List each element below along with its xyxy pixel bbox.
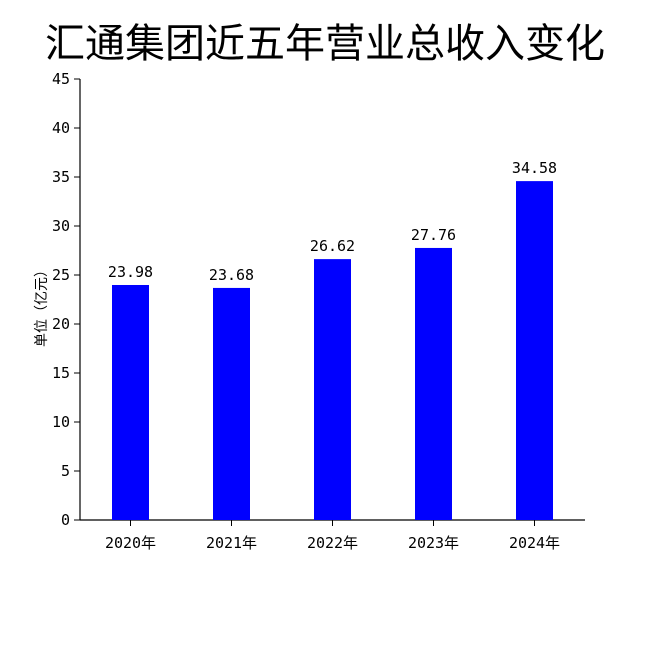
bar-value-label: 34.58 bbox=[512, 159, 557, 177]
bar-value-label: 27.76 bbox=[411, 226, 456, 244]
bar-value-label: 26.62 bbox=[310, 237, 355, 255]
y-tick-label: 10 bbox=[52, 413, 70, 431]
y-tick-label: 15 bbox=[52, 364, 70, 382]
y-tick-label: 40 bbox=[52, 119, 70, 137]
bar bbox=[213, 287, 250, 520]
x-tick-label: 2023年 bbox=[408, 534, 459, 552]
chart-title: 汇通集团近五年营业总收入变化 bbox=[45, 21, 605, 67]
x-tick-label: 2024年 bbox=[509, 534, 560, 552]
bar bbox=[516, 181, 553, 520]
x-axis: 2020年 2021年 2022年 2023年 2024年 bbox=[80, 519, 585, 552]
bar-value-label: 23.68 bbox=[209, 266, 254, 284]
x-tick-label: 2021年 bbox=[206, 534, 257, 552]
y-tick-label: 5 bbox=[61, 462, 70, 480]
bar bbox=[415, 247, 452, 520]
y-tick-label: 0 bbox=[61, 511, 70, 529]
y-tick-label: 30 bbox=[52, 217, 70, 235]
y-axis: 0 5 10 15 20 25 30 35 40 45 bbox=[52, 70, 81, 529]
x-tick-label: 2022年 bbox=[307, 534, 358, 552]
y-tick-label: 35 bbox=[52, 168, 70, 186]
y-axis-title: 单位（亿元） bbox=[34, 263, 50, 347]
y-tick-label: 20 bbox=[52, 315, 70, 333]
bar bbox=[112, 284, 149, 520]
bars bbox=[112, 181, 553, 520]
y-tick-label: 25 bbox=[52, 266, 70, 284]
bar bbox=[314, 259, 351, 520]
x-tick-label: 2020年 bbox=[105, 534, 156, 552]
y-tick-label: 45 bbox=[52, 70, 70, 88]
bar-value-label: 23.98 bbox=[108, 263, 153, 281]
data-labels: 23.98 23.68 26.62 27.76 34.58 bbox=[108, 159, 557, 284]
